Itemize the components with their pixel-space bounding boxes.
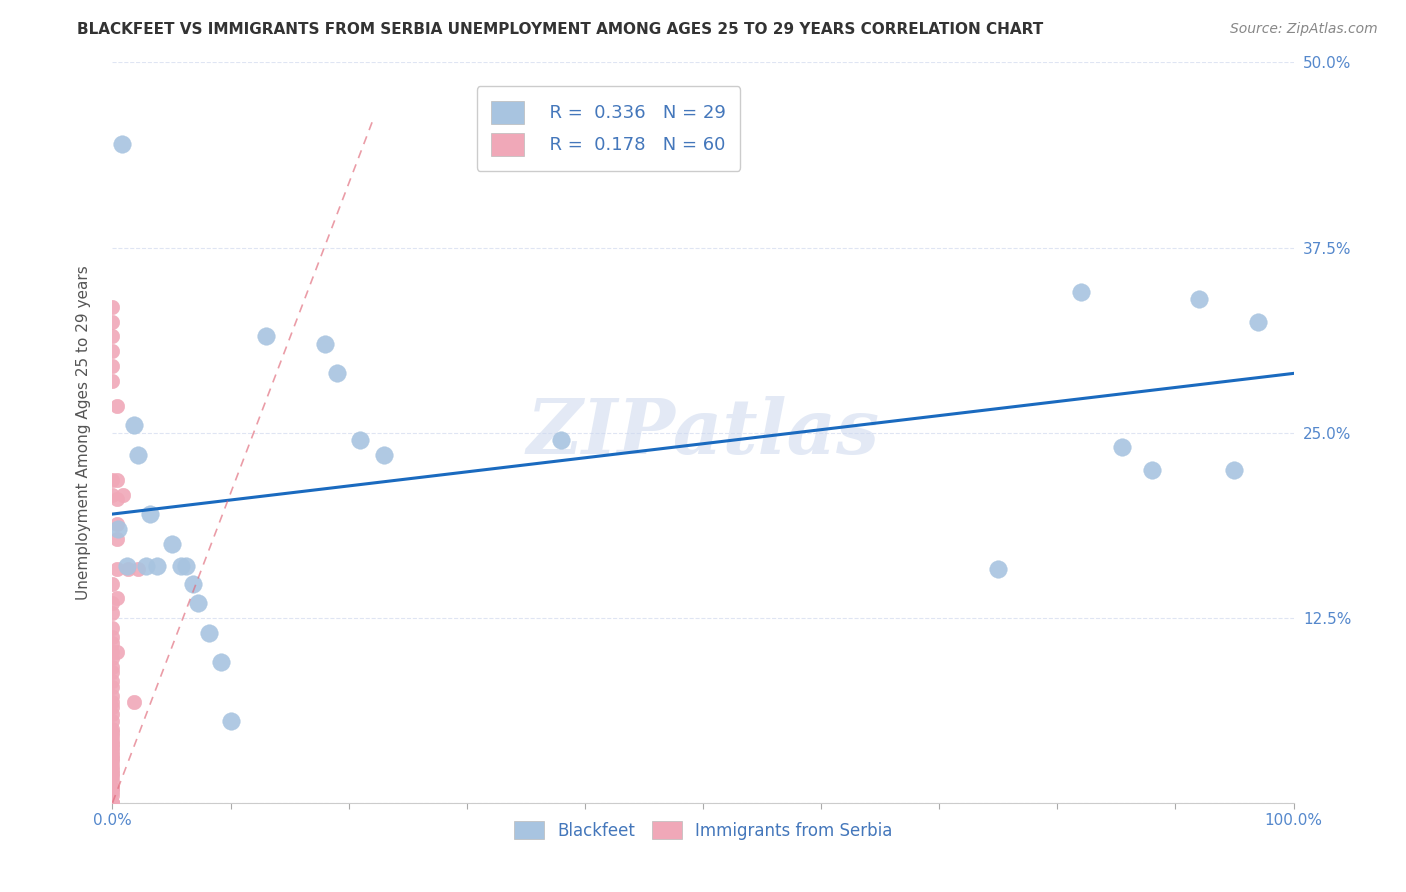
Point bbox=[314, 336, 336, 351]
Point bbox=[105, 645, 128, 659]
Point bbox=[181, 576, 204, 591]
Point bbox=[101, 733, 124, 747]
Point bbox=[127, 562, 149, 576]
Text: BLACKFEET VS IMMIGRANTS FROM SERBIA UNEMPLOYMENT AMONG AGES 25 TO 29 YEARS CORRE: BLACKFEET VS IMMIGRANTS FROM SERBIA UNEM… bbox=[77, 22, 1043, 37]
Point bbox=[1111, 441, 1133, 455]
Point bbox=[101, 784, 124, 798]
Point bbox=[101, 766, 124, 780]
Point bbox=[101, 636, 124, 650]
Text: ZIPatlas: ZIPatlas bbox=[526, 396, 880, 469]
Point bbox=[219, 714, 242, 729]
Point bbox=[1140, 462, 1163, 476]
Point bbox=[101, 722, 124, 736]
Point bbox=[107, 522, 129, 536]
Point bbox=[170, 558, 193, 573]
Point bbox=[101, 374, 124, 388]
Point bbox=[101, 796, 124, 810]
Point bbox=[101, 729, 124, 743]
Point bbox=[115, 558, 138, 573]
Point bbox=[101, 789, 124, 803]
Point bbox=[101, 796, 124, 810]
Point bbox=[1247, 314, 1270, 328]
Point bbox=[550, 433, 572, 447]
Point bbox=[101, 314, 124, 328]
Point bbox=[101, 796, 124, 810]
Point bbox=[1070, 285, 1092, 299]
Point bbox=[122, 695, 145, 709]
Point bbox=[186, 596, 208, 610]
Point bbox=[101, 724, 124, 739]
Point bbox=[105, 517, 128, 532]
Point bbox=[135, 558, 157, 573]
Point bbox=[101, 689, 124, 703]
Point bbox=[105, 473, 128, 487]
Point bbox=[111, 136, 134, 151]
Point bbox=[101, 344, 124, 359]
Point bbox=[373, 448, 395, 462]
Point bbox=[101, 659, 124, 673]
Point bbox=[101, 695, 124, 709]
Point bbox=[101, 706, 124, 721]
Point bbox=[174, 558, 197, 573]
Point bbox=[987, 562, 1010, 576]
Point bbox=[101, 748, 124, 763]
Point bbox=[101, 681, 124, 695]
Point bbox=[160, 536, 183, 550]
Point bbox=[146, 558, 169, 573]
Point bbox=[101, 630, 124, 644]
Point bbox=[326, 367, 349, 381]
Point bbox=[101, 665, 124, 680]
Point bbox=[101, 576, 124, 591]
Point bbox=[101, 773, 124, 788]
Point bbox=[198, 625, 221, 640]
Point bbox=[101, 739, 124, 754]
Point bbox=[101, 621, 124, 635]
Point bbox=[105, 399, 128, 413]
Point bbox=[101, 699, 124, 714]
Point bbox=[105, 533, 128, 547]
Point bbox=[101, 755, 124, 769]
Point bbox=[105, 562, 128, 576]
Point bbox=[101, 674, 124, 689]
Point bbox=[122, 418, 145, 433]
Point bbox=[101, 329, 124, 343]
Point bbox=[117, 562, 139, 576]
Point bbox=[1188, 293, 1211, 307]
Text: Source: ZipAtlas.com: Source: ZipAtlas.com bbox=[1230, 22, 1378, 37]
Point bbox=[101, 769, 124, 783]
Y-axis label: Unemployment Among Ages 25 to 29 years: Unemployment Among Ages 25 to 29 years bbox=[76, 265, 91, 600]
Point bbox=[101, 751, 124, 765]
Point bbox=[101, 596, 124, 610]
Point bbox=[1223, 462, 1246, 476]
Point bbox=[101, 758, 124, 772]
Point bbox=[101, 780, 124, 795]
Point bbox=[349, 433, 371, 447]
Point bbox=[127, 448, 149, 462]
Point bbox=[101, 488, 124, 502]
Point bbox=[209, 655, 232, 669]
Point bbox=[105, 492, 128, 507]
Point bbox=[101, 300, 124, 314]
Legend: Blackfeet, Immigrants from Serbia: Blackfeet, Immigrants from Serbia bbox=[508, 814, 898, 847]
Point bbox=[105, 591, 128, 606]
Point bbox=[139, 507, 162, 521]
Point bbox=[101, 714, 124, 729]
Point bbox=[101, 359, 124, 373]
Point bbox=[101, 744, 124, 758]
Point bbox=[101, 796, 124, 810]
Point bbox=[101, 737, 124, 751]
Point bbox=[101, 645, 124, 659]
Point bbox=[101, 607, 124, 621]
Point bbox=[112, 488, 135, 502]
Point bbox=[254, 329, 277, 343]
Point bbox=[101, 780, 124, 795]
Point bbox=[101, 650, 124, 665]
Point bbox=[101, 473, 124, 487]
Point bbox=[101, 763, 124, 777]
